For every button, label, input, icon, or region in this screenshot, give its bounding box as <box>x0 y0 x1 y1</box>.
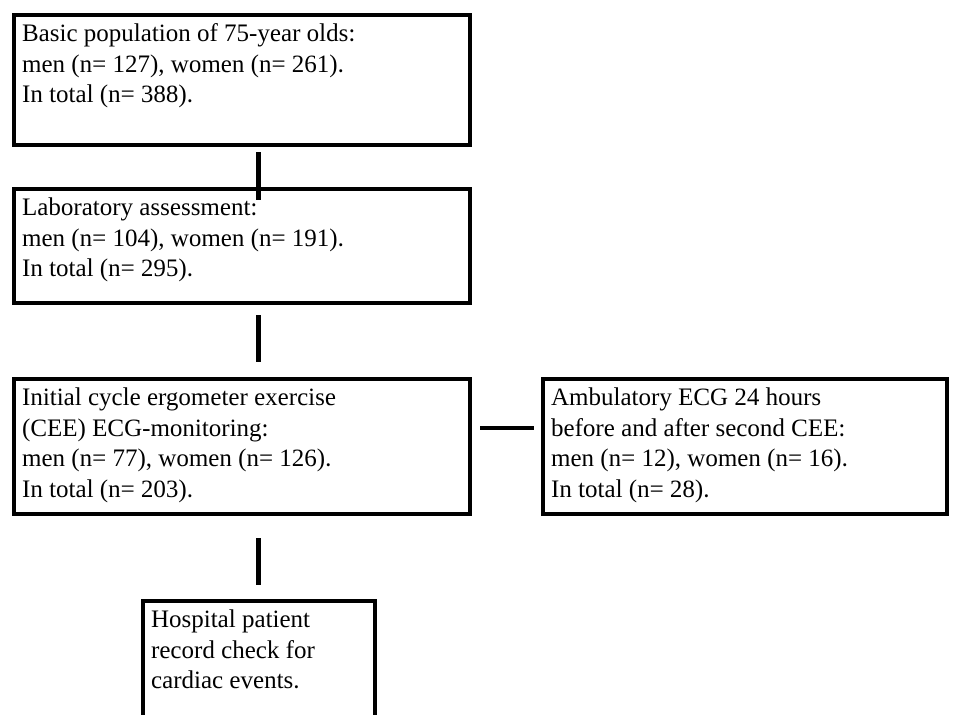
node-text: (CEE) ECG-monitoring: <box>22 414 269 442</box>
node-text: before and after second CEE: <box>551 414 846 442</box>
node-text: cardiac events. <box>151 667 300 694</box>
node-text: men (n= 127), women (n= 261). <box>22 50 344 78</box>
node-text: men (n= 104), women (n= 191). <box>22 224 344 252</box>
node-text: Laboratory assessment: <box>22 194 258 221</box>
node-text: Ambulatory ECG 24 hours <box>551 384 822 411</box>
node-text: Initial cycle ergometer exercise <box>22 384 336 411</box>
node-box: Ambulatory ECG 24 hours before and after… <box>541 377 949 516</box>
node-text: men (n= 12), women (n= 16). <box>551 445 848 472</box>
node-text: In total (n= 28). <box>551 475 710 503</box>
node-box: Basic population of 75-year olds: men (n… <box>12 13 472 147</box>
node-text: men (n= 77), women (n= 126). <box>22 445 332 472</box>
connector <box>480 426 534 430</box>
node-text: In total (n= 203). <box>22 475 194 503</box>
connector <box>256 152 261 200</box>
connector <box>256 315 261 362</box>
node-text: In total (n= 295). <box>22 255 194 282</box>
node-text: In total (n= 388). <box>22 81 194 108</box>
node-box: Initial cycle ergometer exercise (CEE) E… <box>12 377 472 516</box>
node-text: record check for <box>151 636 315 664</box>
node-text: Hospital patient <box>151 606 310 633</box>
node-box: Laboratory assessment: men (n= 104), wom… <box>12 187 472 305</box>
node-text: Basic population of 75-year olds: <box>22 20 356 47</box>
connector <box>256 538 261 585</box>
node-box: Hospital patient record check for cardia… <box>141 599 377 715</box>
